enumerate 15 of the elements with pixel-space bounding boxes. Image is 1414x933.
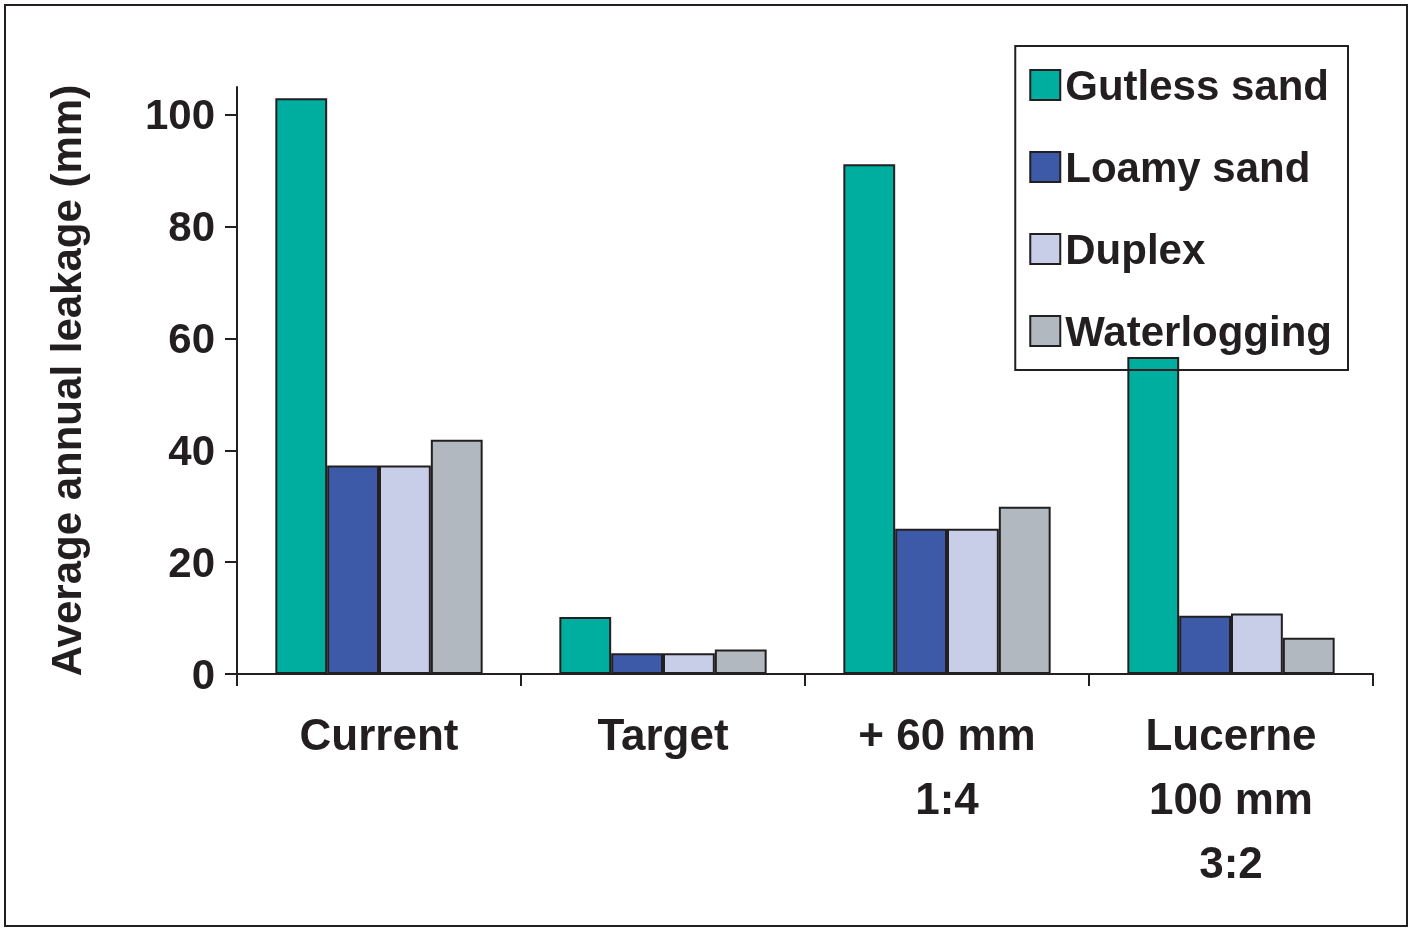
y-axis-title: Average annual leakage (mm): [42, 84, 90, 677]
legend-label: Duplex: [1065, 225, 1206, 273]
x-tick-label: Current: [299, 709, 459, 759]
y-tick-label: 60: [168, 315, 215, 363]
legend-label: Loamy sand: [1065, 143, 1311, 191]
y-tick-label: 80: [168, 203, 215, 251]
y-tick-label: 100: [144, 91, 215, 139]
legend-label: Gutless sand: [1065, 61, 1330, 109]
y-tick-label: 0: [191, 650, 215, 698]
x-tick-label: Target: [597, 709, 729, 759]
x-tick-label: Lucerne 100 mm 3:2: [1145, 709, 1317, 887]
legend-label: Waterlogging: [1065, 307, 1332, 355]
y-tick-label: 40: [168, 426, 215, 474]
y-tick-label: 20: [168, 538, 215, 586]
x-tick-label: + 60 mm 1:4: [858, 709, 1036, 823]
